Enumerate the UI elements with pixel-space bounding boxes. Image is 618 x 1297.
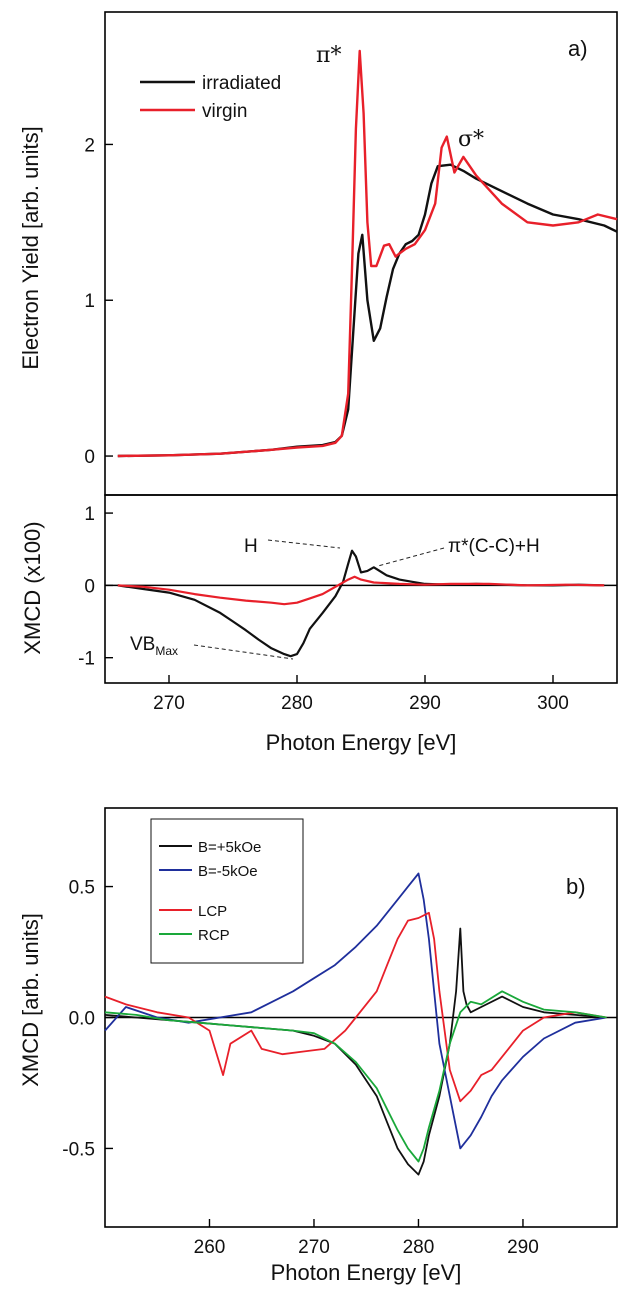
y-tick-label-b-2: 0.5 xyxy=(69,878,95,899)
panel-a-legend: irradiated virgin xyxy=(140,73,281,122)
panel-b-legend-box xyxy=(150,818,304,964)
annotation-h: H xyxy=(244,536,258,557)
panel-a-bottom-ticks: -1 0 1 270 280 290 300 xyxy=(78,504,569,714)
panel-b: -0.5 0.0 0.5 260 270 280 290 XMCD [arb. units]… xyxy=(18,807,618,1285)
panel-b-label: b) xyxy=(566,874,586,899)
y-tick-label-a-bottom-2: 1 xyxy=(84,504,95,525)
annotation-vb-sub: Max xyxy=(155,644,178,658)
series-line-b-3 xyxy=(104,990,607,1163)
panel-a-label: a) xyxy=(568,36,588,61)
x-tick-label-a-bottom-2: 290 xyxy=(409,693,441,714)
annotation-sigma-star: σ* xyxy=(458,127,484,152)
panel-b-series xyxy=(104,872,607,1176)
panel-b-ticks: -0.5 0.0 0.5 260 270 280 290 xyxy=(62,878,539,1258)
series-line-b-0 xyxy=(104,927,607,1176)
panel-b-y-axis-title: XMCD [arb. units] xyxy=(18,913,43,1087)
panel-a-top: 0 1 2 Electron Yield [arb. units] a) π* σ*… xyxy=(18,11,618,496)
panel-a-top-y-ticks: 0 1 2 xyxy=(84,135,113,468)
x-tick-label-b-3: 290 xyxy=(507,1237,539,1258)
panel-a-bottom-y-axis-title: XMCD (x100) xyxy=(20,521,45,654)
panel-a-bottom: -1 0 1 270 280 290 300 XMCD (x100) Photon Ener… xyxy=(20,494,618,755)
y-tick-label-a-bottom-1: 0 xyxy=(84,576,95,597)
series-line-b-1 xyxy=(104,872,607,1150)
x-tick-label-b-1: 270 xyxy=(298,1237,330,1258)
y-tick-label-a-bottom-0: -1 xyxy=(78,649,95,670)
series-line-a-top-1 xyxy=(117,49,618,458)
y-tick-label-a-top-0: 0 xyxy=(84,447,95,468)
panel-a-bottom-frame xyxy=(104,494,618,684)
legend-label-rcp: RCP xyxy=(198,927,230,944)
y-tick-label-b-1: 0.0 xyxy=(69,1009,95,1030)
series-line-b-2 xyxy=(104,911,607,1103)
y-tick-label-b-0: -0.5 xyxy=(62,1139,95,1160)
panel-a-top-series xyxy=(117,49,618,458)
panel-b-legend: B=+5kOe B=-5kOe LCP RCP xyxy=(150,818,304,964)
annotation-vb-main: VB xyxy=(130,634,155,655)
legend-label-b-minus: B=-5kOe xyxy=(198,863,258,880)
panel-b-x-axis-title: Photon Energy [eV] xyxy=(271,1260,462,1285)
x-tick-label-b-0: 260 xyxy=(194,1237,226,1258)
legend-label-virgin: virgin xyxy=(202,101,247,122)
y-tick-label-a-top-1: 1 xyxy=(84,291,95,312)
annotation-pi-cc-h: π*(C-C)+H xyxy=(448,536,540,557)
annotation-h-leader xyxy=(267,539,341,549)
x-tick-label-a-bottom-1: 280 xyxy=(281,693,313,714)
x-tick-label-a-bottom-0: 270 xyxy=(153,693,185,714)
panel-a-bottom-series xyxy=(117,549,605,658)
annotation-pi-star: π* xyxy=(316,43,341,68)
series-line-a-bottom-0 xyxy=(117,549,605,658)
annotation-pi-cc-h-leader xyxy=(377,547,445,567)
series-line-a-bottom-1 xyxy=(117,575,605,606)
panel-a-x-axis-title: Photon Energy [eV] xyxy=(266,730,457,755)
annotation-vb-max-leader xyxy=(193,644,294,660)
annotation-vb-max: VBMax xyxy=(130,634,178,658)
panel-a-top-y-axis-title: Electron Yield [arb. units] xyxy=(18,126,43,369)
legend-label-b-plus: B=+5kOe xyxy=(198,839,261,856)
legend-label-lcp: LCP xyxy=(198,903,227,920)
x-tick-label-a-bottom-3: 300 xyxy=(537,693,569,714)
x-tick-label-b-2: 280 xyxy=(403,1237,435,1258)
legend-label-irradiated: irradiated xyxy=(202,73,281,94)
y-tick-label-a-top-2: 2 xyxy=(84,135,95,156)
